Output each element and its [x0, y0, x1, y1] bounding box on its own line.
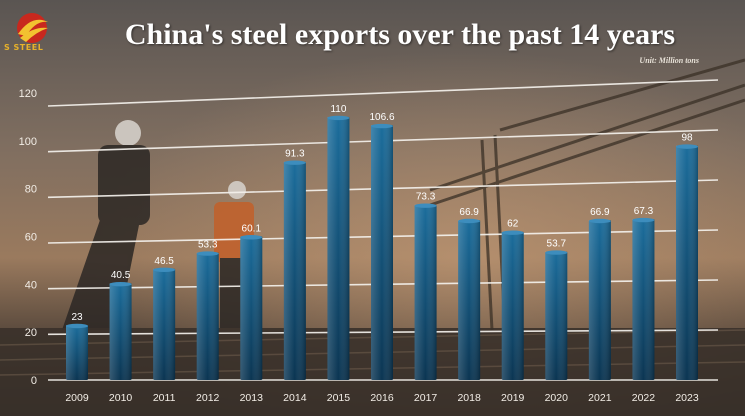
bar-shading: [153, 268, 176, 380]
bar-cap: [327, 115, 350, 121]
value-label: 98: [681, 133, 693, 144]
y-tick-label: 20: [25, 327, 37, 339]
bar-shading: [196, 252, 219, 380]
value-label: 53.7: [547, 239, 567, 250]
bar-cap: [632, 217, 655, 223]
x-tick-label: 2017: [414, 392, 438, 404]
gridline: [47, 79, 719, 107]
chart-title: China's steel exports over the past 14 y…: [124, 18, 676, 51]
value-label: 23: [71, 312, 83, 323]
y-tick-label: 80: [25, 184, 37, 196]
x-tick-label: 2016: [370, 392, 394, 404]
bar-cap: [676, 144, 698, 149]
bar-cap: [588, 218, 611, 224]
y-tick-label: 0: [31, 375, 37, 387]
value-label: 67.3: [634, 206, 654, 217]
bar-cap: [66, 323, 88, 329]
x-tick-label: 2023: [675, 392, 699, 404]
bar-cap: [545, 250, 568, 255]
y-tick-label: 120: [19, 88, 37, 100]
bar-cap: [371, 123, 393, 129]
x-tick-label: 2013: [240, 392, 264, 404]
value-label: 60.1: [242, 223, 262, 234]
bar-cap: [283, 160, 306, 165]
value-label: 91.3: [285, 149, 305, 160]
value-label: 53.3: [198, 240, 218, 251]
bar-cap: [153, 267, 176, 272]
logo-wordmark: S STEEL: [4, 43, 44, 52]
y-tick-label: 100: [19, 136, 37, 148]
company-logo: [17, 13, 48, 43]
bar-cap: [414, 203, 437, 208]
bar-shading: [109, 283, 132, 380]
x-tick-label: 2010: [109, 392, 133, 404]
x-tick-label: 2011: [153, 392, 176, 404]
value-label: 106.6: [369, 112, 394, 123]
bar-shading: [501, 231, 524, 380]
y-tick-label: 60: [25, 232, 37, 244]
bar-shading: [545, 251, 568, 380]
crane-silhouette: [429, 58, 745, 331]
bar-shading: [458, 219, 481, 380]
value-label: 62: [507, 219, 519, 230]
bar-shading: [327, 116, 350, 381]
x-tick-label: 2012: [196, 392, 220, 404]
bar-shading: [66, 324, 88, 380]
bar-shading: [371, 125, 393, 380]
x-tick-label: 2021: [588, 392, 612, 404]
bar-cap: [501, 230, 524, 235]
bar-shading: [632, 219, 655, 380]
value-label: 40.5: [111, 270, 131, 281]
bar-shading: [676, 145, 698, 380]
x-tick-label: 2022: [632, 392, 656, 404]
x-tick-label: 2019: [501, 392, 525, 404]
y-tick-label: 40: [25, 279, 37, 291]
x-tick-label: 2014: [283, 392, 307, 404]
bar-shading: [588, 219, 611, 380]
bar-cap: [458, 218, 481, 224]
value-label: 66.9: [459, 207, 479, 218]
value-label: 66.9: [590, 207, 610, 218]
bar-cap: [196, 251, 219, 256]
value-label: 46.5: [154, 256, 174, 267]
x-tick-label: 2020: [545, 392, 569, 404]
bar-shading: [283, 161, 306, 380]
value-label: 110: [330, 104, 346, 115]
bar-cap: [240, 235, 263, 240]
unit-note: Unit: Million tons: [639, 56, 699, 65]
bar-shading: [240, 236, 263, 380]
bar-cap: [109, 281, 132, 287]
value-label: 73.3: [416, 192, 436, 203]
bar-shading: [414, 204, 437, 380]
x-tick-label: 2015: [327, 392, 351, 404]
x-tick-label: 2018: [457, 392, 481, 404]
x-tick-label: 2009: [65, 392, 89, 404]
